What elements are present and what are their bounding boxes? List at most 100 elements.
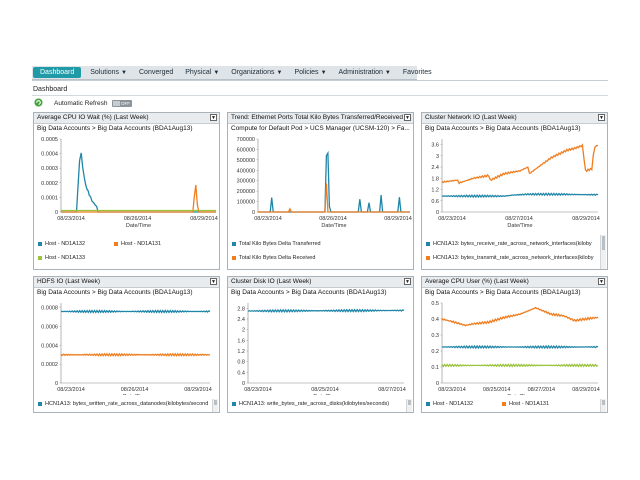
nav-item-policies[interactable]: Policies ▼ [288, 66, 332, 80]
y-tick-label: 0.0001 [41, 195, 58, 201]
legend-scrollbar[interactable] [600, 235, 606, 269]
nav-item-physical[interactable]: Physical ▼ [179, 66, 225, 80]
y-tick-label: 0 [55, 381, 58, 387]
nav-item-favorites[interactable]: Favorites [397, 66, 438, 79]
y-tick-label: 1.2 [237, 349, 245, 355]
legend-item[interactable]: HCN1A13: bytes_transmit_rate_across_netw… [426, 255, 594, 261]
legend-item[interactable]: Host - ND1A132 [426, 401, 473, 407]
legend-label: HCN1A13: bytes_transmit_rate_across_netw… [433, 255, 594, 261]
legend-swatch [38, 256, 42, 260]
chart-axes [257, 139, 410, 213]
panel-title: Average CPU IO Wait (%) (Last Week) [37, 114, 149, 121]
series-line [61, 184, 216, 213]
panel-title: Cluster Disk IO (Last Week) [231, 278, 312, 285]
nav-item-solutions[interactable]: Solutions ▼ [84, 66, 133, 80]
chevron-down-icon: ▼ [320, 69, 327, 76]
legend-item[interactable]: Total Kilo Bytes Delta Transferred [232, 241, 321, 247]
dashboard-panel: Average CPU User (%) (Last Week) ▼ Big Dat… [421, 276, 608, 413]
x-tick-label: 08/23/2014 [438, 216, 466, 222]
legend-swatch [38, 402, 42, 406]
legend-item[interactable]: Host - ND1A132 [38, 241, 85, 247]
legend-swatch [426, 402, 430, 406]
series-line [258, 183, 410, 213]
y-tick-label: 0.3 [431, 333, 439, 339]
legend-label: Total Kilo Bytes Delta Received [239, 255, 316, 261]
legend-item[interactable]: Host - ND1A131 [114, 241, 161, 247]
legend-scrollbar[interactable] [600, 399, 606, 412]
legend-item[interactable]: Host - ND1A133 [38, 255, 85, 261]
auto-refresh-toggle[interactable]: OFF [112, 100, 132, 107]
legend-item[interactable]: HCN1A13: bytes_written_rate_across_datan… [38, 401, 208, 407]
y-tick-label: 0.0003 [41, 166, 58, 172]
x-tick-label: 08/23/2014 [57, 387, 85, 393]
scrollbar-thumb[interactable] [602, 400, 605, 405]
nav-item-label: Administration [338, 68, 383, 76]
nav-item-converged[interactable]: Converged [133, 66, 179, 79]
chevron-down-icon: ▼ [384, 69, 391, 76]
refresh-icon[interactable] [34, 98, 43, 107]
x-tick-label: 08/25/2014 [311, 387, 339, 393]
legend-label: Host - ND1A132 [45, 241, 86, 247]
panel-breadcrumb: Big Data Accounts > Big Data Accounts (B… [425, 289, 581, 296]
scrollbar-thumb[interactable] [214, 400, 217, 405]
legend-swatch [232, 402, 236, 406]
legend-scrollbar[interactable] [212, 399, 218, 412]
series-line [60, 352, 211, 357]
x-tick-label: 08/29/2014 [184, 387, 212, 393]
x-tick-label: 08/25/2014 [483, 387, 511, 393]
series-line [60, 309, 211, 314]
legend-item[interactable]: Total Kilo Bytes Delta Received [232, 255, 315, 261]
y-tick-label: 400000 [237, 168, 255, 174]
panel-menu-chevron-down-icon[interactable]: ▼ [598, 278, 605, 285]
panel-title: Cluster Network IO (Last Week) [425, 114, 517, 121]
nav-item-organizations[interactable]: Organizations ▼ [225, 66, 288, 80]
series-line [441, 363, 599, 368]
panel-header: Cluster Network IO (Last Week) ▼ [422, 113, 607, 124]
panel-breadcrumb: Big Data Accounts > Big Data Accounts (B… [425, 125, 581, 132]
legend-swatch [38, 242, 42, 246]
series-line [441, 344, 599, 350]
panel-header: Average CPU User (%) (Last Week) ▼ [422, 277, 607, 288]
toggle-state: OFF [121, 101, 130, 106]
legend-swatch [426, 256, 430, 260]
legend-item[interactable]: Host - ND1A131 [502, 401, 549, 407]
y-tick-label: 0 [436, 381, 439, 387]
legend-swatch [502, 402, 506, 406]
panel-menu-chevron-down-icon[interactable]: ▼ [210, 278, 217, 285]
panel-title: Average CPU User (%) (Last Week) [425, 278, 529, 285]
nav-item-dashboard[interactable]: Dashboard [33, 67, 82, 78]
y-tick-label: 700000 [237, 137, 255, 143]
panel-menu-chevron-down-icon[interactable]: ▼ [404, 278, 411, 285]
legend-label: Total Kilo Bytes Delta Transferred [239, 241, 321, 247]
panel-menu-chevron-down-icon[interactable]: ▼ [404, 114, 411, 121]
legend-swatch [232, 256, 236, 260]
x-axis-label: Date/Time [313, 394, 338, 395]
panel-header: Average CPU IO Wait (%) (Last Week) ▼ [34, 113, 219, 124]
chevron-down-icon: ▼ [276, 69, 283, 76]
x-tick-label: 08/26/2014 [124, 216, 152, 222]
dashboard-panel: HDFS IO (Last Week) ▼ Big Data Accounts > … [33, 276, 220, 413]
panel-menu-chevron-down-icon[interactable]: ▼ [210, 114, 217, 121]
y-tick-label: 2.8 [237, 306, 245, 312]
toggle-knob [113, 101, 120, 106]
x-tick-label: 08/27/2014 [528, 387, 556, 393]
panel-menu-chevron-down-icon[interactable]: ▼ [598, 114, 605, 121]
legend-label: HCN1A13: bytes_receive_rate_across_netwo… [433, 241, 592, 247]
legend-scrollbar[interactable] [406, 399, 412, 412]
series-line [61, 152, 216, 213]
nav-item-label: Solutions [90, 68, 120, 76]
scrollbar-thumb[interactable] [408, 400, 411, 405]
legend-label: HCN1A13: bytes_written_rate_across_datan… [45, 401, 209, 407]
nav-item-administration[interactable]: Administration ▼ [333, 66, 397, 80]
panel-header: Cluster Disk IO (Last Week) ▼ [228, 277, 413, 288]
x-tick-label: 08/29/2014 [572, 387, 600, 393]
y-tick-label: 2.4 [237, 317, 245, 323]
x-axis-label: Date/Time [126, 223, 151, 229]
legend-item[interactable]: HCN1A13: bytes_receive_rate_across_netwo… [426, 241, 592, 247]
legend-item[interactable]: HCN1A13: write_bytes_rate_across_disks(k… [232, 401, 389, 407]
x-tick-label: 08/26/2014 [319, 216, 347, 222]
y-tick-label: 1.8 [431, 176, 439, 182]
scrollbar-thumb[interactable] [602, 236, 605, 250]
x-axis-label: Date/Time [507, 223, 532, 229]
page-title: Dashboard [33, 86, 68, 93]
